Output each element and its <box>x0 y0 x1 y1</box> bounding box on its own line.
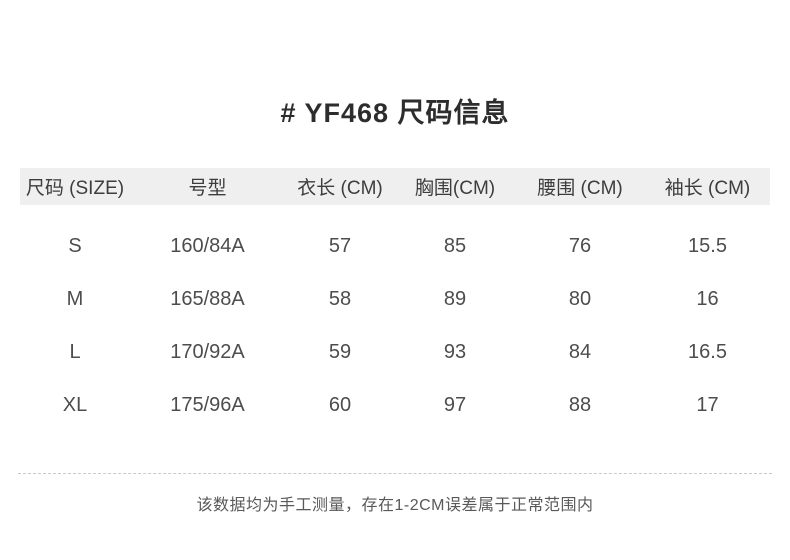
cell-size: XL <box>62 394 88 416</box>
table-row-l: L 170/92A 59 93 84 16.5 <box>20 326 770 379</box>
header-cell-waist: 腰围 (CM) <box>537 178 623 199</box>
cell-bust: 85 <box>443 235 467 257</box>
cell-bust: 93 <box>443 341 467 363</box>
cell-sleeve: 17 <box>696 394 719 416</box>
page-title: # YF468 尺码信息 <box>280 98 510 128</box>
cell-length: 60 <box>328 394 352 416</box>
cell-waist: 80 <box>568 288 592 310</box>
cell-size: S <box>68 235 82 257</box>
cell-waist: 88 <box>568 394 592 416</box>
table-row-xl: XL 175/96A 60 97 88 17 <box>20 379 770 432</box>
cell-length: 59 <box>328 341 352 363</box>
cell-bust: 89 <box>443 288 467 310</box>
cell-sleeve: 15.5 <box>688 235 727 257</box>
header-cell-model: 号型 <box>188 178 227 199</box>
cell-sleeve: 16 <box>696 288 719 310</box>
dashed-divider <box>18 473 772 474</box>
cell-waist: 84 <box>568 341 592 363</box>
cell-size: M <box>66 288 84 310</box>
cell-model: 175/96A <box>170 394 245 416</box>
size-table-body: S 160/84A 57 85 76 15.5 M 165/88A 58 89 80 16 L 170/9… <box>20 205 770 432</box>
header-cell-size: 尺码 (SIZE) <box>25 178 125 199</box>
measurement-disclaimer: 该数据均为手工测量，存在1-2CM误差属于正常范围内 <box>196 497 594 514</box>
header-cell-length: 衣长 (CM) <box>297 178 383 199</box>
cell-waist: 76 <box>568 235 592 257</box>
cell-length: 57 <box>328 235 352 257</box>
size-info-section: # YF468 尺码信息 尺码 (SIZE) 号型 衣长 (CM) 胸围(CM) 腰围 … <box>0 95 790 560</box>
cell-model: 170/92A <box>170 341 245 363</box>
cell-sleeve: 16.5 <box>688 341 727 363</box>
cell-model: 165/88A <box>170 288 245 310</box>
cell-bust: 97 <box>443 394 467 416</box>
table-row-m: M 165/88A 58 89 80 16 <box>20 273 770 326</box>
cell-model: 160/84A <box>170 235 245 257</box>
header-cell-bust: 胸围(CM) <box>414 178 496 199</box>
header-cell-sleeve: 袖长 (CM) <box>664 178 751 199</box>
cell-size: L <box>69 341 81 363</box>
table-row-s: S 160/84A 57 85 76 15.5 <box>20 220 770 273</box>
cell-length: 58 <box>328 288 352 310</box>
size-table: 尺码 (SIZE) 号型 衣长 (CM) 胸围(CM) 腰围 (CM) 袖长 (CM) S… <box>20 168 770 432</box>
size-table-header-row: 尺码 (SIZE) 号型 衣长 (CM) 胸围(CM) 腰围 (CM) 袖长 (CM) <box>20 168 770 205</box>
